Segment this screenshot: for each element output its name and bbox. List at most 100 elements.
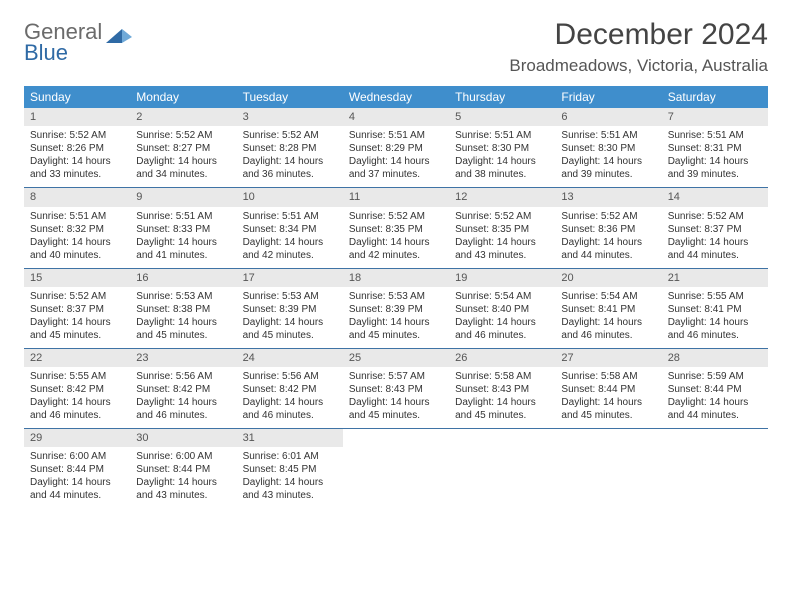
calendar-day-cell: 23Sunrise: 5:56 AMSunset: 8:42 PMDayligh…	[130, 348, 236, 428]
day-number: 20	[555, 269, 661, 287]
calendar-day-cell: 20Sunrise: 5:54 AMSunset: 8:41 PMDayligh…	[555, 268, 661, 348]
day-details: Sunrise: 5:51 AMSunset: 8:32 PMDaylight:…	[24, 207, 130, 268]
calendar-week-row: 8Sunrise: 5:51 AMSunset: 8:32 PMDaylight…	[24, 188, 768, 268]
calendar-head: SundayMondayTuesdayWednesdayThursdayFrid…	[24, 86, 768, 108]
day-number: 17	[237, 269, 343, 287]
day-number: 25	[343, 349, 449, 367]
day-details: Sunrise: 5:52 AMSunset: 8:37 PMDaylight:…	[662, 207, 768, 268]
day-number: 16	[130, 269, 236, 287]
day-number: 28	[662, 349, 768, 367]
day-details: Sunrise: 5:54 AMSunset: 8:40 PMDaylight:…	[449, 287, 555, 348]
calendar-day-cell: 19Sunrise: 5:54 AMSunset: 8:40 PMDayligh…	[449, 268, 555, 348]
calendar-day-cell: 5Sunrise: 5:51 AMSunset: 8:30 PMDaylight…	[449, 108, 555, 188]
calendar-day-cell: 27Sunrise: 5:58 AMSunset: 8:44 PMDayligh…	[555, 348, 661, 428]
day-number: 2	[130, 108, 236, 126]
day-number: 30	[130, 429, 236, 447]
logo-mark-icon	[106, 25, 134, 50]
calendar-day-cell: 25Sunrise: 5:57 AMSunset: 8:43 PMDayligh…	[343, 348, 449, 428]
day-details: Sunrise: 6:01 AMSunset: 8:45 PMDaylight:…	[237, 447, 343, 508]
day-details: Sunrise: 5:53 AMSunset: 8:39 PMDaylight:…	[237, 287, 343, 348]
day-details: Sunrise: 5:51 AMSunset: 8:29 PMDaylight:…	[343, 126, 449, 187]
calendar-day-cell: 11Sunrise: 5:52 AMSunset: 8:35 PMDayligh…	[343, 188, 449, 268]
calendar-day-cell: 30Sunrise: 6:00 AMSunset: 8:44 PMDayligh…	[130, 429, 236, 509]
weekday-header: Tuesday	[237, 86, 343, 108]
day-number: 4	[343, 108, 449, 126]
logo-text: General Blue	[24, 22, 102, 64]
calendar-day-cell: 10Sunrise: 5:51 AMSunset: 8:34 PMDayligh…	[237, 188, 343, 268]
calendar-week-row: 1Sunrise: 5:52 AMSunset: 8:26 PMDaylight…	[24, 108, 768, 188]
calendar-body: 1Sunrise: 5:52 AMSunset: 8:26 PMDaylight…	[24, 108, 768, 508]
weekday-header: Saturday	[662, 86, 768, 108]
calendar-day-cell: 14Sunrise: 5:52 AMSunset: 8:37 PMDayligh…	[662, 188, 768, 268]
day-details: Sunrise: 5:53 AMSunset: 8:39 PMDaylight:…	[343, 287, 449, 348]
calendar-week-row: 15Sunrise: 5:52 AMSunset: 8:37 PMDayligh…	[24, 268, 768, 348]
day-details: Sunrise: 5:59 AMSunset: 8:44 PMDaylight:…	[662, 367, 768, 428]
month-title: December 2024	[509, 18, 768, 52]
day-number: 29	[24, 429, 130, 447]
calendar-day-cell: 16Sunrise: 5:53 AMSunset: 8:38 PMDayligh…	[130, 268, 236, 348]
weekday-header: Friday	[555, 86, 661, 108]
day-number: 9	[130, 188, 236, 206]
calendar-day-cell: 31Sunrise: 6:01 AMSunset: 8:45 PMDayligh…	[237, 429, 343, 509]
weekday-header: Thursday	[449, 86, 555, 108]
calendar-day-cell: 1Sunrise: 5:52 AMSunset: 8:26 PMDaylight…	[24, 108, 130, 188]
day-number: 10	[237, 188, 343, 206]
calendar-day-cell: 6Sunrise: 5:51 AMSunset: 8:30 PMDaylight…	[555, 108, 661, 188]
calendar-day-cell: ..	[662, 429, 768, 509]
day-details: Sunrise: 5:52 AMSunset: 8:37 PMDaylight:…	[24, 287, 130, 348]
day-number: 5	[449, 108, 555, 126]
calendar-day-cell: 3Sunrise: 5:52 AMSunset: 8:28 PMDaylight…	[237, 108, 343, 188]
calendar-day-cell: 22Sunrise: 5:55 AMSunset: 8:42 PMDayligh…	[24, 348, 130, 428]
weekday-header: Sunday	[24, 86, 130, 108]
calendar-day-cell: 15Sunrise: 5:52 AMSunset: 8:37 PMDayligh…	[24, 268, 130, 348]
weekday-row: SundayMondayTuesdayWednesdayThursdayFrid…	[24, 86, 768, 108]
day-number: 21	[662, 269, 768, 287]
calendar-day-cell: 7Sunrise: 5:51 AMSunset: 8:31 PMDaylight…	[662, 108, 768, 188]
day-details: Sunrise: 6:00 AMSunset: 8:44 PMDaylight:…	[130, 447, 236, 508]
day-details: Sunrise: 5:52 AMSunset: 8:27 PMDaylight:…	[130, 126, 236, 187]
calendar-day-cell: 13Sunrise: 5:52 AMSunset: 8:36 PMDayligh…	[555, 188, 661, 268]
day-number: 14	[662, 188, 768, 206]
day-details: Sunrise: 5:55 AMSunset: 8:42 PMDaylight:…	[24, 367, 130, 428]
weekday-header: Monday	[130, 86, 236, 108]
calendar-day-cell: 4Sunrise: 5:51 AMSunset: 8:29 PMDaylight…	[343, 108, 449, 188]
day-details: Sunrise: 5:52 AMSunset: 8:26 PMDaylight:…	[24, 126, 130, 187]
calendar-page: General Blue December 2024 Broadmeadows,…	[0, 0, 792, 526]
calendar-day-cell: 26Sunrise: 5:58 AMSunset: 8:43 PMDayligh…	[449, 348, 555, 428]
day-details: Sunrise: 5:57 AMSunset: 8:43 PMDaylight:…	[343, 367, 449, 428]
day-details: Sunrise: 5:53 AMSunset: 8:38 PMDaylight:…	[130, 287, 236, 348]
day-details: Sunrise: 5:52 AMSunset: 8:35 PMDaylight:…	[449, 207, 555, 268]
calendar-day-cell: 29Sunrise: 6:00 AMSunset: 8:44 PMDayligh…	[24, 429, 130, 509]
day-details: Sunrise: 5:51 AMSunset: 8:30 PMDaylight:…	[555, 126, 661, 187]
calendar-day-cell: 12Sunrise: 5:52 AMSunset: 8:35 PMDayligh…	[449, 188, 555, 268]
day-details: Sunrise: 5:52 AMSunset: 8:35 PMDaylight:…	[343, 207, 449, 268]
day-details: Sunrise: 5:54 AMSunset: 8:41 PMDaylight:…	[555, 287, 661, 348]
day-details: Sunrise: 5:56 AMSunset: 8:42 PMDaylight:…	[130, 367, 236, 428]
calendar-day-cell: ..	[343, 429, 449, 509]
day-details: Sunrise: 5:51 AMSunset: 8:33 PMDaylight:…	[130, 207, 236, 268]
day-details: Sunrise: 5:51 AMSunset: 8:30 PMDaylight:…	[449, 126, 555, 187]
day-number: 18	[343, 269, 449, 287]
day-number: 23	[130, 349, 236, 367]
day-details: Sunrise: 6:00 AMSunset: 8:44 PMDaylight:…	[24, 447, 130, 508]
day-number: 3	[237, 108, 343, 126]
logo: General Blue	[24, 22, 134, 64]
day-number: 26	[449, 349, 555, 367]
calendar-day-cell: 9Sunrise: 5:51 AMSunset: 8:33 PMDaylight…	[130, 188, 236, 268]
day-number: 6	[555, 108, 661, 126]
day-number: 11	[343, 188, 449, 206]
calendar-week-row: 29Sunrise: 6:00 AMSunset: 8:44 PMDayligh…	[24, 429, 768, 509]
calendar-day-cell: ..	[449, 429, 555, 509]
calendar-day-cell: 2Sunrise: 5:52 AMSunset: 8:27 PMDaylight…	[130, 108, 236, 188]
calendar-week-row: 22Sunrise: 5:55 AMSunset: 8:42 PMDayligh…	[24, 348, 768, 428]
day-number: 22	[24, 349, 130, 367]
page-header: General Blue December 2024 Broadmeadows,…	[24, 18, 768, 76]
weekday-header: Wednesday	[343, 86, 449, 108]
location-text: Broadmeadows, Victoria, Australia	[509, 56, 768, 76]
day-details: Sunrise: 5:58 AMSunset: 8:44 PMDaylight:…	[555, 367, 661, 428]
day-details: Sunrise: 5:52 AMSunset: 8:28 PMDaylight:…	[237, 126, 343, 187]
calendar-day-cell: ..	[555, 429, 661, 509]
day-details: Sunrise: 5:55 AMSunset: 8:41 PMDaylight:…	[662, 287, 768, 348]
day-details: Sunrise: 5:52 AMSunset: 8:36 PMDaylight:…	[555, 207, 661, 268]
calendar-day-cell: 8Sunrise: 5:51 AMSunset: 8:32 PMDaylight…	[24, 188, 130, 268]
